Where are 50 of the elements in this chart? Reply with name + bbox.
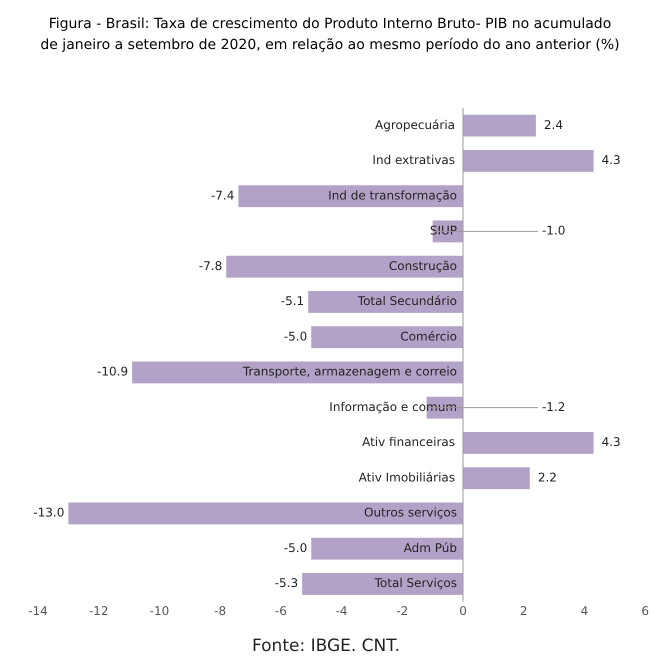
bar bbox=[68, 502, 463, 524]
bar bbox=[226, 256, 463, 278]
bar bbox=[464, 114, 536, 137]
x-tick-label: -2 bbox=[396, 604, 408, 618]
bar bbox=[464, 150, 594, 172]
x-tick-label: 2 bbox=[520, 604, 528, 618]
y-tick-label: Total Secundário bbox=[356, 294, 458, 308]
y-tick-label: Ativ Imobiliárias bbox=[358, 470, 456, 484]
y-tick-label: Comércio bbox=[400, 329, 458, 344]
data-label: -5.3 bbox=[274, 576, 298, 590]
data-label: -10.9 bbox=[97, 364, 128, 379]
chart-title: Figura - Brasil: Taxa de crescimento do Produto Interno Bruto- PIB no acumulado de janeiro a setembro de 2020, em relação ao mesmo período do ano anterior (%) bbox=[40, 15, 620, 55]
y-tick-label: Agropecuária bbox=[375, 118, 456, 132]
data-label: 2.2 bbox=[538, 470, 557, 484]
x-tick-label: -14 bbox=[28, 604, 48, 618]
bar bbox=[238, 185, 463, 208]
y-tick-label: Ind de transformação bbox=[328, 188, 458, 202]
y-tick-label: Ind extrativas bbox=[372, 153, 456, 168]
data-label: -1.0 bbox=[542, 224, 566, 238]
y-tick-label: Ativ financeiras bbox=[362, 435, 456, 450]
x-tick-label: -8 bbox=[214, 604, 226, 618]
data-label: 2.4 bbox=[544, 118, 563, 132]
y-tick-label: Total Serviços bbox=[374, 576, 458, 590]
x-tick-label: 4 bbox=[580, 604, 588, 618]
x-tick-label: -6 bbox=[274, 604, 287, 618]
x-tick-label: -12 bbox=[88, 604, 109, 618]
x-tick-label: 6 bbox=[641, 604, 650, 618]
data-label: -7.8 bbox=[198, 258, 222, 273]
x-tick-label: -10 bbox=[150, 604, 170, 618]
data-label: -1.2 bbox=[542, 400, 566, 414]
data-label: -5.0 bbox=[284, 329, 308, 344]
source-note: Fonte: IBGE. CNT. bbox=[250, 636, 402, 656]
bar bbox=[464, 467, 530, 490]
x-tick-label: 0 bbox=[459, 604, 467, 618]
data-label: -7.4 bbox=[210, 188, 234, 202]
data-label: -13.0 bbox=[33, 506, 64, 520]
data-label: -5.1 bbox=[280, 294, 304, 308]
y-tick-label: Transporte, armazenagem e correio bbox=[242, 364, 458, 379]
bar bbox=[464, 432, 594, 454]
bar bbox=[311, 326, 463, 348]
data-label: 4.3 bbox=[602, 153, 621, 168]
data-label: 4.3 bbox=[602, 435, 621, 450]
x-tick-label: -4 bbox=[336, 604, 348, 618]
bar bbox=[311, 538, 463, 560]
y-tick-label: Adm Púb bbox=[404, 540, 458, 555]
y-tick-label: Outros serviços bbox=[364, 506, 458, 520]
bar bbox=[132, 362, 463, 384]
bar bbox=[302, 573, 463, 595]
data-label: -5.0 bbox=[284, 540, 308, 555]
y-tick-label: Construção bbox=[388, 258, 458, 273]
